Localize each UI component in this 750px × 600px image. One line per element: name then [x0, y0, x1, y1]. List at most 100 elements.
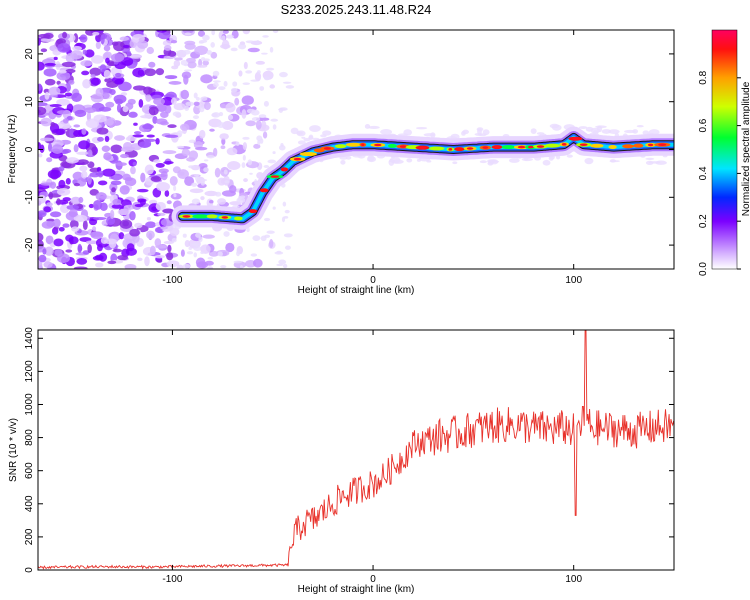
noise-blob — [212, 82, 219, 88]
noise-blob — [173, 102, 186, 111]
noise-blob — [508, 158, 520, 163]
noise-blob — [78, 140, 90, 150]
noise-blob — [62, 118, 69, 124]
noise-blob — [70, 196, 82, 205]
noise-blob — [230, 47, 238, 52]
noise-blob — [243, 178, 248, 183]
noise-blob — [101, 168, 116, 177]
noise-blob — [149, 245, 156, 256]
noise-blob — [137, 69, 145, 77]
noise-blob — [82, 220, 88, 231]
noise-blob — [272, 151, 276, 155]
noise-blob — [160, 226, 168, 230]
ridge-peak-core — [658, 143, 667, 147]
noise-blob — [138, 141, 152, 148]
noise-blob — [210, 42, 215, 48]
noise-blob — [124, 263, 137, 269]
noise-blob — [66, 103, 74, 112]
noise-blob — [43, 261, 53, 268]
noise-blob — [242, 154, 246, 161]
noise-blob — [221, 39, 230, 50]
noise-blob — [203, 58, 210, 62]
noise-blob — [224, 180, 230, 184]
noise-blob — [211, 113, 218, 118]
noise-blob — [267, 159, 277, 164]
noise-blob — [56, 110, 70, 115]
noise-blob — [40, 117, 52, 127]
noise-blob — [132, 161, 137, 167]
noise-blob — [133, 131, 142, 135]
noise-blob — [283, 233, 293, 238]
noise-blob — [103, 152, 112, 161]
ridge-peak — [206, 214, 218, 219]
noise-blob — [162, 40, 172, 47]
noise-blob — [66, 204, 80, 211]
noise-blob — [155, 137, 160, 145]
noise-blob — [95, 192, 107, 201]
noise-blob — [462, 129, 469, 135]
noise-blob — [146, 46, 154, 55]
noise-blob — [38, 260, 43, 269]
noise-blob — [148, 61, 156, 68]
noise-blob — [180, 89, 190, 100]
noise-blob — [58, 226, 65, 232]
ridge-peak-core — [374, 143, 382, 147]
noise-blob — [245, 70, 253, 74]
spectrogram-ridge — [171, 126, 674, 230]
noise-blob — [48, 86, 61, 96]
noise-blob — [73, 144, 79, 153]
noise-blob — [40, 182, 54, 186]
snr-y-tick-label: 800 — [24, 429, 35, 446]
noise-blob — [71, 226, 80, 232]
noise-blob — [84, 107, 97, 113]
noise-blob — [44, 78, 56, 86]
noise-blob — [195, 176, 200, 181]
noise-blob — [89, 189, 99, 196]
ridge-peak-core — [270, 175, 280, 178]
noise-blob — [118, 232, 125, 240]
noise-blob — [95, 41, 101, 50]
noise-blob — [452, 161, 458, 165]
noise-blob — [391, 159, 404, 164]
noise-blob — [219, 133, 229, 140]
noise-blob — [38, 61, 45, 71]
noise-blob — [108, 239, 117, 249]
noise-blob — [225, 242, 235, 253]
noise-blob — [148, 106, 159, 116]
noise-blob — [245, 40, 255, 44]
noise-blob — [113, 94, 127, 104]
noise-blob — [157, 104, 167, 112]
noise-blob — [269, 84, 276, 89]
snr-y-tick-label: 1400 — [24, 327, 35, 350]
noise-blob — [278, 259, 287, 265]
noise-blob — [80, 60, 93, 67]
noise-blob — [156, 30, 167, 33]
noise-blob — [229, 185, 237, 194]
colorbar-ticks: 0.0 0.2 0.4 0.6 0.8 — [698, 70, 741, 276]
colorbar: 0.0 0.2 0.4 0.6 0.8 Normalized spectral ampl… — [698, 29, 750, 276]
noise-blob — [207, 256, 213, 260]
noise-blob — [238, 43, 247, 50]
noise-blob — [82, 49, 87, 55]
noise-blob — [100, 236, 108, 245]
noise-blob — [144, 256, 150, 267]
noise-blob — [256, 70, 261, 74]
noise-blob — [138, 99, 144, 108]
noise-blob — [126, 50, 131, 57]
noise-blob — [173, 185, 177, 192]
noise-blob — [197, 30, 206, 37]
noise-blob — [122, 44, 130, 48]
spectrogram-y-axis-title: Frequency (Hz) — [7, 115, 18, 184]
snr-frame — [37, 329, 675, 571]
noise-blob — [171, 238, 177, 243]
noise-blob — [124, 177, 133, 182]
ridge-peak-core — [221, 216, 229, 219]
noise-blob — [56, 188, 71, 196]
spectrogram-noise — [38, 30, 674, 269]
noise-blob — [75, 216, 84, 222]
noise-blob — [150, 176, 162, 182]
snr-x-axis-title: Height of straight line (km) — [298, 584, 415, 595]
noise-blob — [69, 128, 74, 138]
noise-blob — [104, 135, 110, 143]
noise-blob — [92, 226, 97, 232]
